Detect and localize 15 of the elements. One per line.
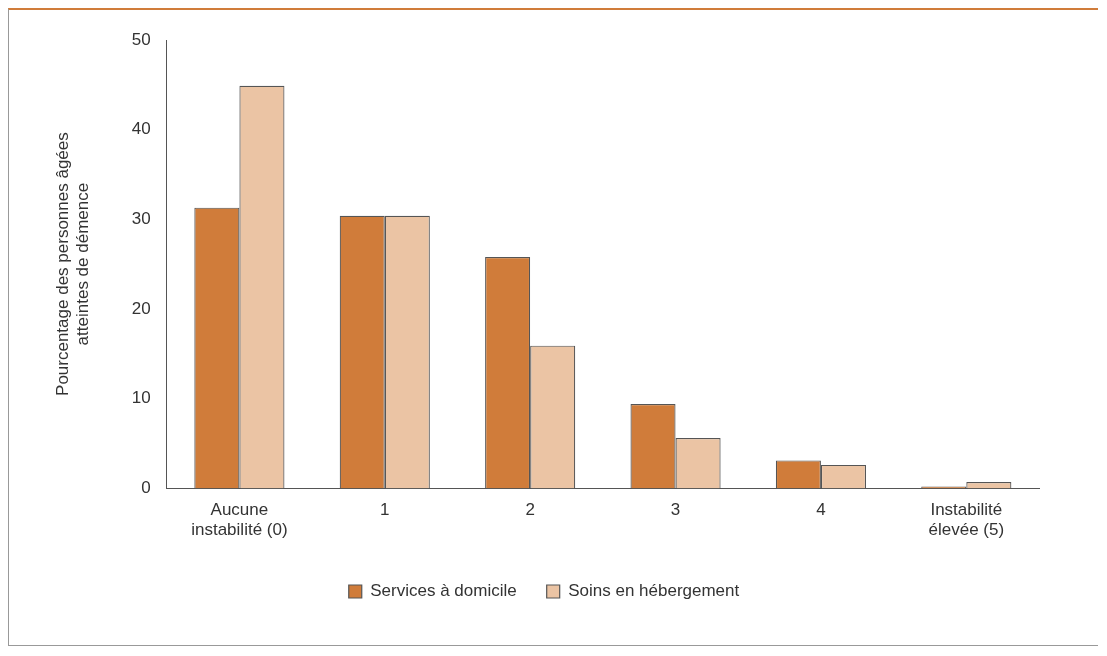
y-tick-label: 0 bbox=[141, 477, 151, 497]
y-axis-title: Pourcentage des personnes âgées atteintes de démence bbox=[52, 132, 93, 396]
x-tick-label: 4 bbox=[816, 500, 826, 520]
x-tick-label: Aucune instabilité (0) bbox=[191, 500, 288, 540]
legend-label: Services à domicile bbox=[370, 581, 517, 601]
x-tick-label: Instabilité élevée (5) bbox=[928, 500, 1005, 540]
y-tick-label: 30 bbox=[131, 208, 151, 228]
x-tick-label: 2 bbox=[525, 500, 535, 520]
y-tick-label: 50 bbox=[131, 29, 151, 49]
x-tick-label: 3 bbox=[670, 500, 681, 520]
legend-label: Soins en hébergement bbox=[568, 581, 740, 601]
y-tick-label: 40 bbox=[131, 119, 151, 139]
y-tick-label: 10 bbox=[131, 388, 151, 408]
x-tick-label: 1 bbox=[380, 500, 390, 520]
y-tick-label: 20 bbox=[131, 298, 151, 318]
